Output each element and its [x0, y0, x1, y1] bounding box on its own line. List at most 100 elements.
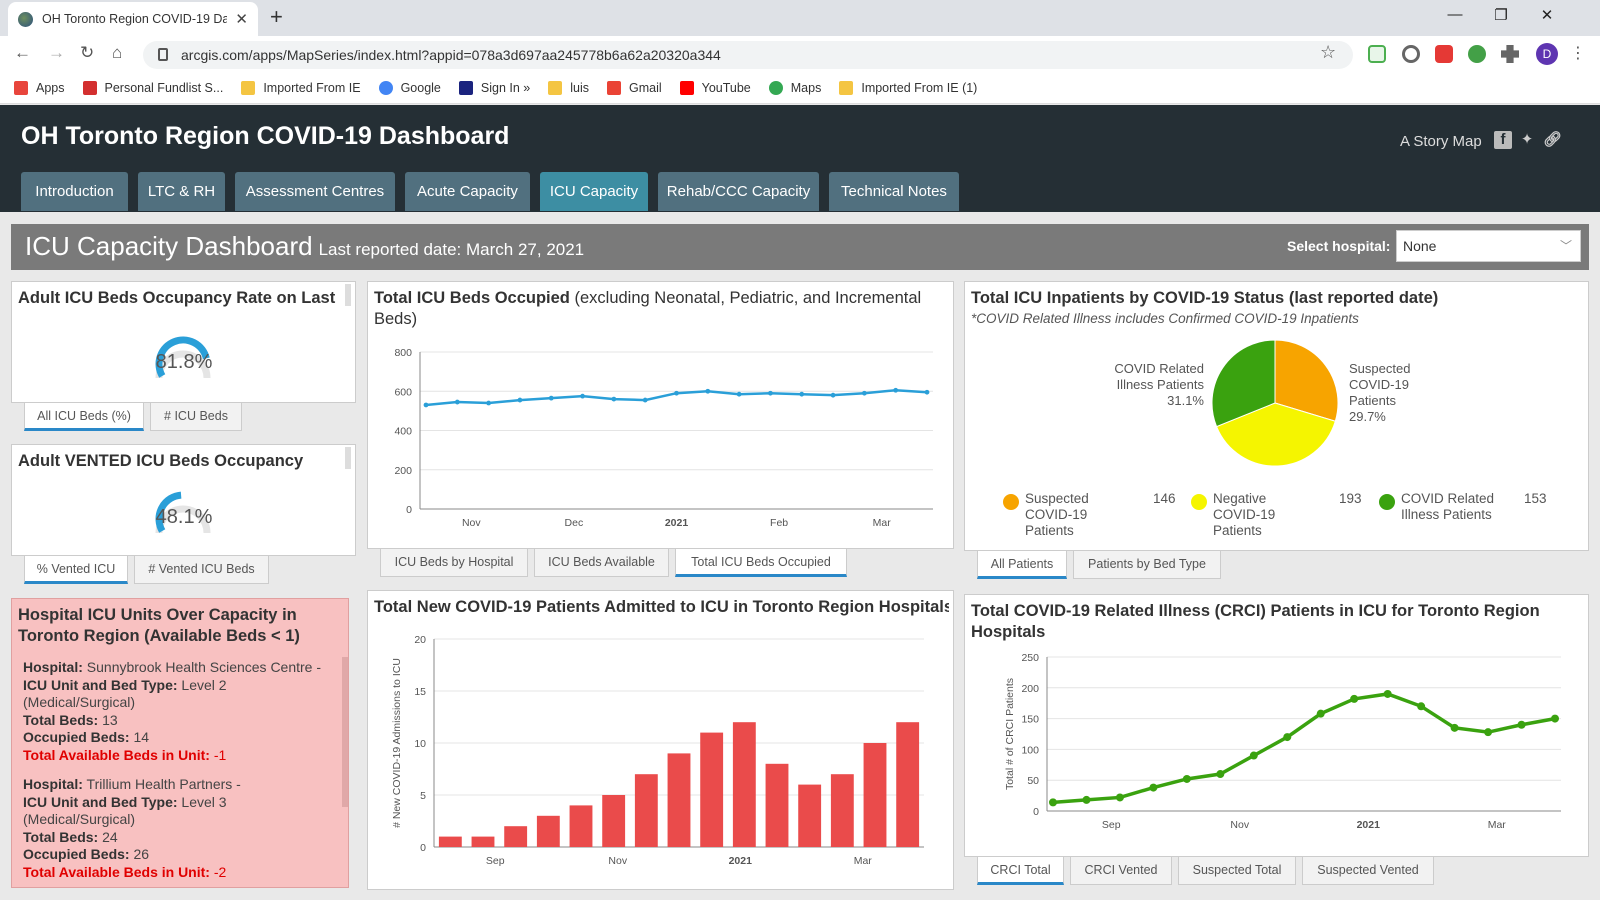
tab-introduction[interactable]: Introduction: [21, 172, 128, 211]
occupancy-scrollbar[interactable]: [345, 284, 351, 306]
bookmark-label: Maps: [790, 80, 822, 95]
restore-icon[interactable]: ❐: [1494, 7, 1508, 24]
tab-assessment-centres[interactable]: Assessment Centres: [235, 172, 395, 211]
covid-status-pie[interactable]: [1205, 337, 1345, 472]
hospital-label: Hospital:: [23, 659, 83, 675]
record-hospital-line: Hospital: Trillium Health Partners -: [23, 776, 338, 794]
y-tick-label: 0: [420, 842, 426, 854]
hospital-name: Trillium Health Partners -: [86, 776, 241, 792]
minimize-icon[interactable]: —: [1447, 6, 1463, 23]
crci-vented-tab[interactable]: CRCI Vented: [1070, 856, 1172, 885]
data-point: [611, 396, 617, 402]
bookmark-star-icon[interactable]: ☆: [1320, 42, 1337, 62]
tab-icu-capacity[interactable]: ICU Capacity: [540, 172, 648, 211]
tab-ltc-rh[interactable]: LTC & RH: [138, 172, 225, 211]
all-icu-beds-tab[interactable]: All ICU Beds (%): [24, 402, 144, 431]
link-icon[interactable]: 🔗︎: [1543, 131, 1563, 148]
x-tick-label: Dec: [565, 517, 584, 527]
new-tab-icon[interactable]: +: [270, 4, 283, 29]
icu-beds-by-hospital-tab[interactable]: ICU Beds by Hospital: [380, 548, 528, 577]
legend-item-negative[interactable]: Negative COVID-19 Patients 193: [1191, 491, 1362, 543]
gmail-icon: [606, 80, 621, 95]
hospital-select[interactable]: None ﹀: [1396, 230, 1581, 262]
reload-icon[interactable]: ↻: [80, 43, 95, 62]
all-patients-tab[interactable]: All Patients: [977, 550, 1067, 579]
bookmark-item[interactable]: Gmail: [606, 80, 662, 95]
icu-beds-available-tab[interactable]: ICU Beds Available: [534, 548, 669, 577]
bookmark-item[interactable]: YouTube: [679, 80, 751, 95]
hospital-select-value: None: [1403, 238, 1437, 254]
facebook-icon[interactable]: f: [1494, 131, 1512, 149]
patients-by-bed-type-tab[interactable]: Patients by Bed Type: [1073, 550, 1221, 579]
tab-technical-notes[interactable]: Technical Notes: [829, 172, 959, 211]
extension-check-icon[interactable]: [1368, 45, 1386, 63]
extension-circle-icon[interactable]: [1402, 45, 1420, 63]
folder-icon: [548, 80, 563, 95]
forward-icon[interactable]: →: [48, 43, 65, 62]
bookmark-label: YouTube: [701, 80, 751, 95]
num-vented-icu-beds-tab[interactable]: # Vented ICU Beds: [134, 555, 269, 584]
unit-label: ICU Unit and Bed Type:: [23, 676, 178, 693]
bookmark-item[interactable]: Maps: [768, 80, 822, 95]
total-icu-beds-occupied-tab[interactable]: Total ICU Beds Occupied: [675, 548, 847, 577]
crci-chart[interactable]: 0 50 100 150 200 250 Sep Nov 2021 Mar Total # of C…: [965, 647, 1588, 857]
x-tick-label: Mar: [873, 517, 892, 527]
legend-item-suspected[interactable]: Suspected COVID-19 Patients 146: [1003, 491, 1176, 543]
tab-acute-capacity[interactable]: Acute Capacity: [405, 172, 530, 211]
over-capacity-scrollbar[interactable]: [342, 657, 348, 807]
bar: [471, 836, 495, 847]
bookmark-item[interactable]: luis: [548, 80, 589, 95]
extension-red-icon[interactable]: [1435, 45, 1453, 63]
beds-occupied-title-note: (excluding Neonatal, Pediatric, and Incr…: [374, 289, 922, 328]
bookmark-item[interactable]: Sign In »: [458, 80, 530, 95]
pct-vented-icu-tab[interactable]: % Vented ICU: [24, 555, 128, 584]
tab-rehab-ccc-capacity[interactable]: Rehab/CCC Capacity: [658, 172, 819, 211]
dashboard-title: ICU Capacity Dashboard Last reported date…: [25, 231, 584, 262]
extension-green-icon[interactable]: [1468, 45, 1486, 63]
crci-total-tab[interactable]: CRCI Total: [977, 856, 1064, 885]
bookmark-item[interactable]: Apps: [14, 80, 65, 95]
legend-swatch: [1379, 494, 1395, 510]
data-point: [1182, 774, 1191, 783]
profile-avatar[interactable]: D: [1536, 43, 1558, 65]
x-tick-label: 2021: [1357, 819, 1381, 831]
close-window-icon[interactable]: ✕: [1540, 7, 1554, 24]
covid-status-title: Total ICU Inpatients by COVID-19 Status …: [971, 289, 1439, 307]
vented-scrollbar[interactable]: [345, 447, 351, 469]
back-icon[interactable]: ←: [14, 43, 31, 62]
browser-tab[interactable]: OH Toronto Region COVID-19 Da ✕: [8, 2, 258, 36]
folder-icon: [241, 80, 256, 95]
hospital-name: Sunnybrook Health Sciences Centre -: [86, 659, 322, 675]
twitter-icon[interactable]: ✦: [1520, 131, 1534, 148]
data-point: [642, 397, 648, 403]
suspected-vented-tab[interactable]: Suspected Vented: [1302, 856, 1434, 885]
suspected-total-tab[interactable]: Suspected Total: [1178, 856, 1296, 885]
legend-item-crci[interactable]: COVID Related Illness Patients 153: [1379, 491, 1549, 543]
home-icon[interactable]: ⌂: [112, 43, 123, 62]
lock-icon[interactable]: [158, 48, 168, 61]
y-tick-label: 600: [394, 386, 412, 398]
url-input[interactable]: arcgis.com/apps/MapSeries/index.html?app…: [143, 41, 1353, 69]
bar: [667, 753, 691, 847]
admissions-chart[interactable]: 0 5 10 15 20 Sep Nov 2021 Mar # New COVID-19 Admi…: [368, 629, 953, 889]
bookmark-item[interactable]: Google: [378, 80, 441, 95]
close-tab-icon[interactable]: ✕: [235, 11, 248, 28]
bookmark-item[interactable]: Imported From IE: [241, 80, 361, 95]
bar: [896, 722, 920, 847]
beds-occupied-chart[interactable]: 0 200 400 600 800 Nov Dec 2021 Feb Mar: [368, 342, 953, 527]
occupied-beds-value: 26: [133, 846, 150, 862]
y-tick-label: 150: [1021, 714, 1039, 726]
pie-callout-suspected: Suspected COVID-19 Patients 29.7%: [1349, 361, 1411, 424]
last-reported-date: Last reported date: March 27, 2021: [318, 240, 585, 259]
bookmark-label: luis: [570, 80, 589, 95]
y-tick-label: 15: [414, 686, 426, 698]
data-point: [454, 399, 460, 405]
data-point: [580, 393, 585, 399]
bookmark-label: Imported From IE: [263, 80, 361, 95]
browser-menu-icon[interactable]: ⋮: [1570, 45, 1586, 62]
num-icu-beds-tab[interactable]: # ICU Beds: [150, 402, 242, 431]
bookmark-item[interactable]: Personal Fundlist S...: [82, 80, 223, 95]
bookmark-item[interactable]: Imported From IE (1): [839, 80, 977, 95]
globe-favicon-icon: [18, 11, 33, 27]
data-point: [674, 390, 679, 396]
